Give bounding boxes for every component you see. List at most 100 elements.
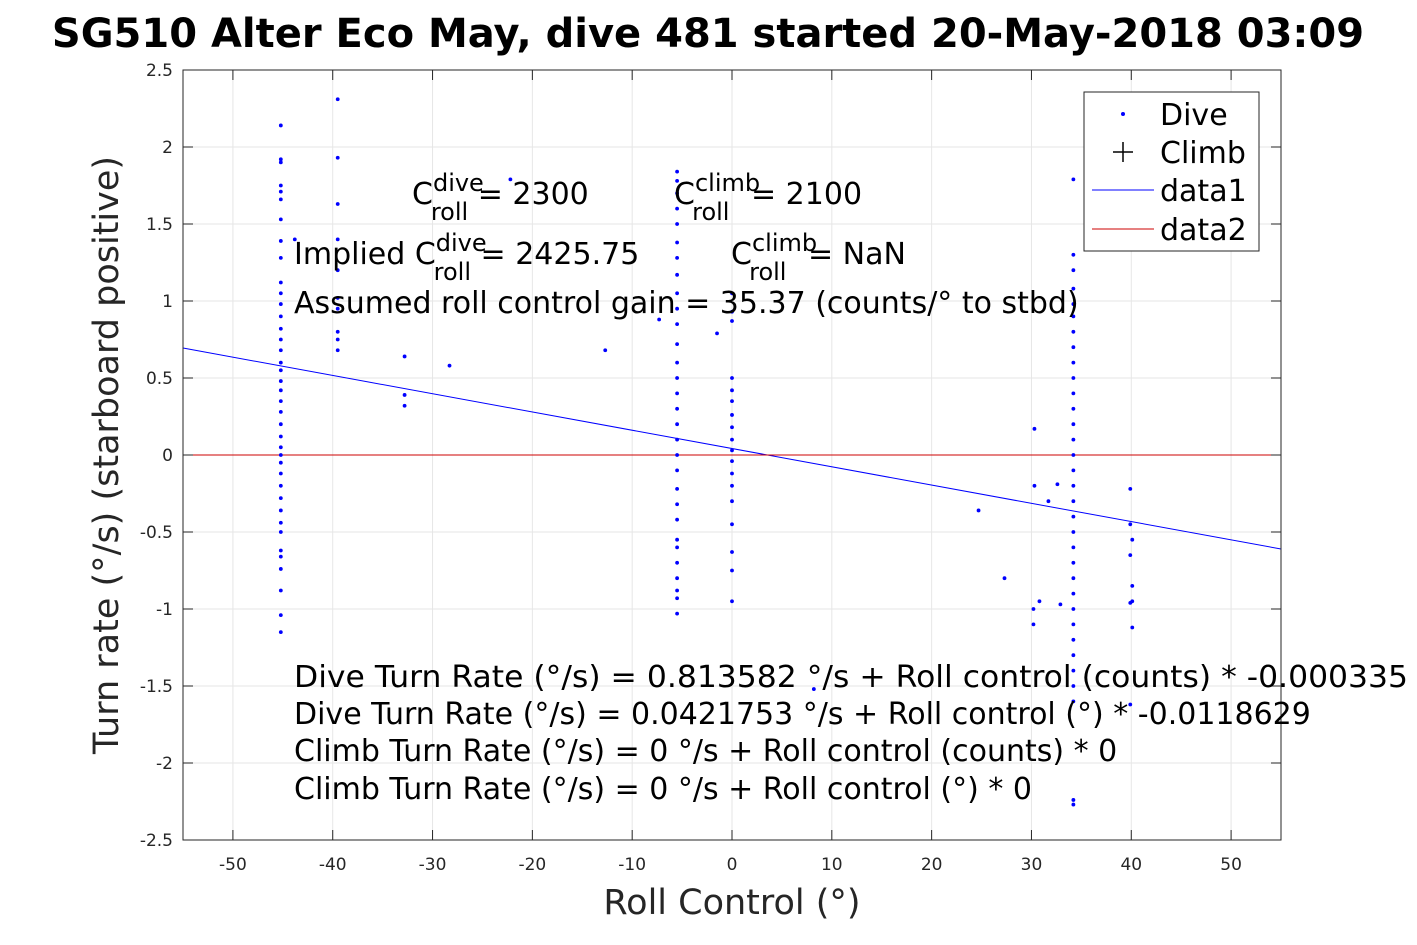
y-tick-label: -1 bbox=[156, 600, 173, 620]
point-dive bbox=[730, 459, 734, 464]
y-tick-label: -2.5 bbox=[140, 831, 173, 851]
chart-title: SG510 Alter Eco May, dive 481 started 20… bbox=[52, 11, 1364, 57]
c-roll-climb-annotation: Cclimb roll = 2100 bbox=[674, 169, 862, 226]
point-dive bbox=[675, 255, 679, 260]
point-dive bbox=[1071, 360, 1076, 365]
point-dive bbox=[675, 206, 679, 211]
point-dive bbox=[1071, 376, 1076, 380]
point-dive bbox=[1071, 422, 1076, 427]
point-dive bbox=[730, 388, 734, 393]
point-dive bbox=[1031, 607, 1036, 611]
point-dive bbox=[675, 468, 679, 473]
implied-c-roll-climb-annotation: Cclimb roll = NaN bbox=[731, 229, 906, 286]
point-dive bbox=[675, 406, 679, 411]
point-dive bbox=[730, 399, 734, 403]
point-dive bbox=[335, 306, 340, 311]
point-dive bbox=[1071, 545, 1076, 550]
point-dive bbox=[1037, 599, 1042, 604]
point-dive bbox=[675, 517, 679, 522]
point-dive bbox=[278, 291, 283, 296]
roll-gain-annotation: Assumed roll control gain = 35.37 (count… bbox=[294, 286, 1079, 321]
point-dive bbox=[1071, 607, 1076, 611]
y-tick-label: 0 bbox=[162, 446, 173, 466]
point-dive bbox=[675, 560, 679, 565]
point-dive bbox=[1002, 576, 1007, 581]
point-dive bbox=[675, 537, 679, 542]
point-dive bbox=[1071, 499, 1076, 504]
point-dive bbox=[657, 317, 662, 322]
point-dive bbox=[278, 399, 283, 403]
point-dive bbox=[1071, 653, 1076, 658]
point-dive bbox=[1130, 625, 1135, 630]
point-dive bbox=[1128, 522, 1133, 527]
equation-dive-degrees: Dive Turn Rate (°/s) = 0.0421753 °/s + R… bbox=[294, 697, 1311, 732]
point-dive bbox=[278, 160, 283, 165]
point-dive bbox=[730, 499, 734, 504]
point-dive bbox=[675, 360, 679, 365]
point-dive bbox=[1071, 483, 1076, 488]
y-axis-label: Turn rate (°/s) (starboard positive) bbox=[87, 156, 127, 755]
point-dive bbox=[1071, 437, 1076, 442]
point-dive bbox=[278, 326, 283, 331]
y-tick-label: -0.5 bbox=[140, 523, 173, 543]
point-dive bbox=[730, 448, 734, 453]
point-dive bbox=[730, 319, 734, 323]
point-dive bbox=[278, 496, 283, 501]
equation-climb-counts: Climb Turn Rate (°/s) = 0 °/s + Roll con… bbox=[294, 734, 1117, 769]
point-dive bbox=[1071, 286, 1076, 291]
point-dive bbox=[278, 368, 283, 373]
point-dive bbox=[278, 445, 283, 450]
point-dive bbox=[1071, 530, 1076, 534]
point-dive bbox=[811, 687, 816, 691]
point-dive bbox=[335, 237, 340, 242]
point-dive bbox=[335, 296, 340, 300]
point-dive bbox=[730, 599, 734, 604]
legend-climb-label: Climb bbox=[1160, 136, 1246, 171]
c-roll-dive-annotation: Cdive roll = 2300 bbox=[412, 169, 589, 226]
point-dive bbox=[1128, 553, 1133, 557]
point-dive bbox=[278, 379, 283, 383]
point-dive bbox=[1071, 591, 1076, 596]
point-dive bbox=[335, 329, 340, 334]
point-dive bbox=[1128, 600, 1133, 605]
legend-data1-label: data1 bbox=[1160, 174, 1247, 209]
point-dive bbox=[730, 376, 734, 380]
point-dive bbox=[402, 393, 407, 397]
point-dive bbox=[278, 302, 283, 306]
point-dive bbox=[675, 306, 679, 311]
point-dive bbox=[675, 322, 679, 326]
point-dive bbox=[675, 391, 679, 396]
point-dive bbox=[675, 576, 679, 581]
x-tick-label: -50 bbox=[219, 855, 247, 875]
point-dive bbox=[1032, 426, 1037, 431]
point-dive bbox=[1071, 177, 1076, 182]
point-dive bbox=[1071, 391, 1076, 396]
point-dive bbox=[730, 471, 734, 476]
point-dive bbox=[730, 568, 734, 573]
x-tick-label: -10 bbox=[618, 855, 646, 875]
point-dive bbox=[1128, 702, 1133, 707]
point-dive bbox=[730, 550, 734, 554]
point-dive bbox=[278, 157, 283, 162]
point-dive bbox=[335, 202, 340, 206]
point-dive bbox=[402, 354, 407, 359]
point-dive bbox=[675, 291, 679, 296]
point-dive bbox=[1071, 802, 1076, 807]
point-dive bbox=[278, 348, 283, 353]
point-dive bbox=[675, 240, 679, 245]
point-dive bbox=[675, 588, 679, 593]
point-dive bbox=[675, 272, 679, 277]
point-dive bbox=[1071, 637, 1076, 642]
point-dive bbox=[1130, 584, 1135, 588]
point-dive bbox=[1130, 537, 1135, 542]
x-tick-label: 50 bbox=[1220, 855, 1242, 875]
point-dive bbox=[675, 437, 679, 442]
point-dive bbox=[278, 314, 283, 319]
point-dive bbox=[675, 169, 679, 174]
y-tick-label: 2.5 bbox=[146, 61, 173, 81]
point-dive bbox=[278, 548, 283, 553]
point-dive bbox=[1046, 499, 1051, 504]
y-tick-label: 1.5 bbox=[146, 215, 173, 235]
